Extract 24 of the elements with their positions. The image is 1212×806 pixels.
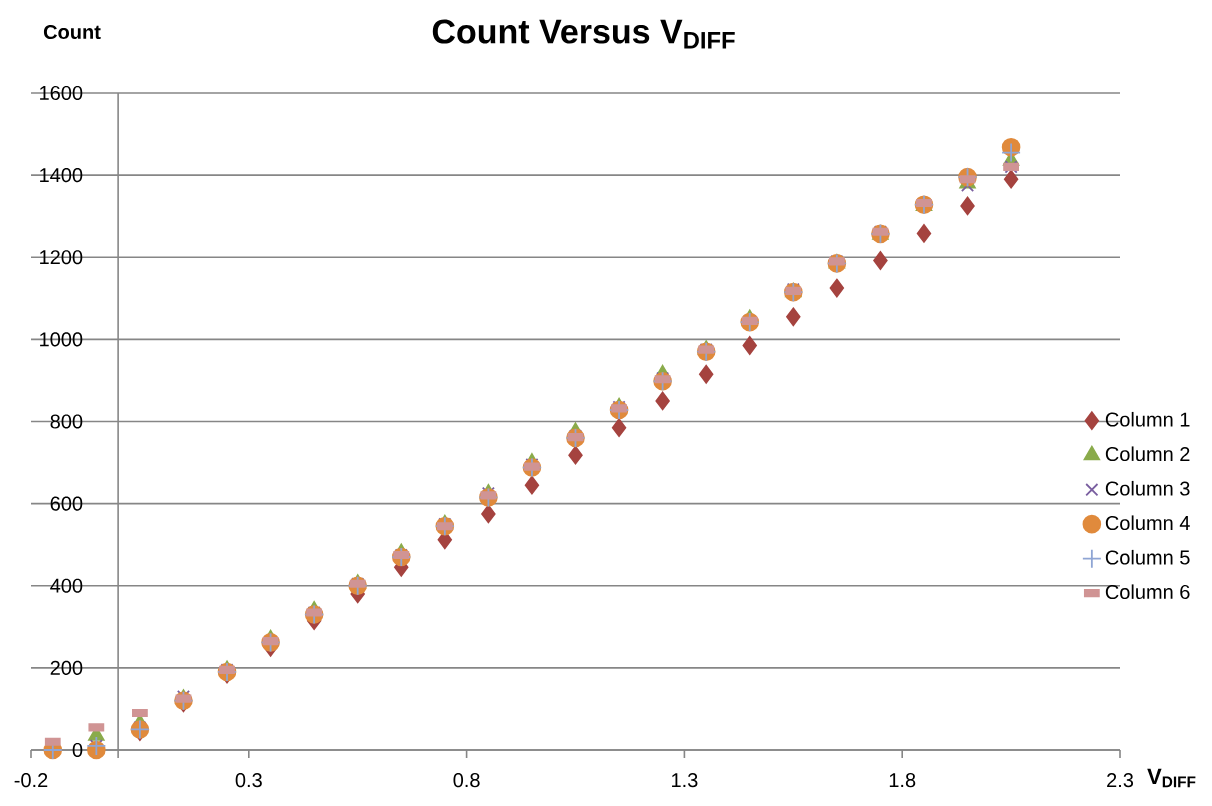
chart-title: Count Versus V$_{DIFF}$ xyxy=(432,19,735,49)
x-tick-label: 2.3 xyxy=(1107,773,1134,788)
y-tick-label: 0 xyxy=(72,742,83,758)
legend-label: Column 6 xyxy=(1105,584,1190,600)
x-tick-label: -0.2 xyxy=(14,773,48,788)
y-axis-title: Count xyxy=(43,24,101,40)
legend-label: Column 4 xyxy=(1105,515,1190,531)
legend-label: Column 3 xyxy=(1105,480,1190,496)
y-tick-label: 1400 xyxy=(40,168,83,183)
x-tick-label: 1.8 xyxy=(889,773,916,788)
x-tick-label: 1.3 xyxy=(672,773,698,788)
y-tick-label: 1000 xyxy=(40,332,83,347)
y-tick-label: 400 xyxy=(50,578,83,593)
legend-label: Column 2 xyxy=(1105,446,1190,462)
x-axis-title: V$_{DIFF}$ xyxy=(1147,768,1196,788)
y-tick-label: 200 xyxy=(50,660,83,675)
y-tick-label: 600 xyxy=(50,496,83,511)
y-tick-label: 800 xyxy=(50,414,83,429)
y-tick-label: 1200 xyxy=(40,250,83,265)
y-tick-label: 1600 xyxy=(40,85,83,101)
x-tick-label: 0.8 xyxy=(453,773,480,788)
x-tick-label: 0.3 xyxy=(235,773,262,788)
legend-label: Column 5 xyxy=(1105,549,1190,565)
legend-label: Column 1 xyxy=(1105,411,1190,427)
